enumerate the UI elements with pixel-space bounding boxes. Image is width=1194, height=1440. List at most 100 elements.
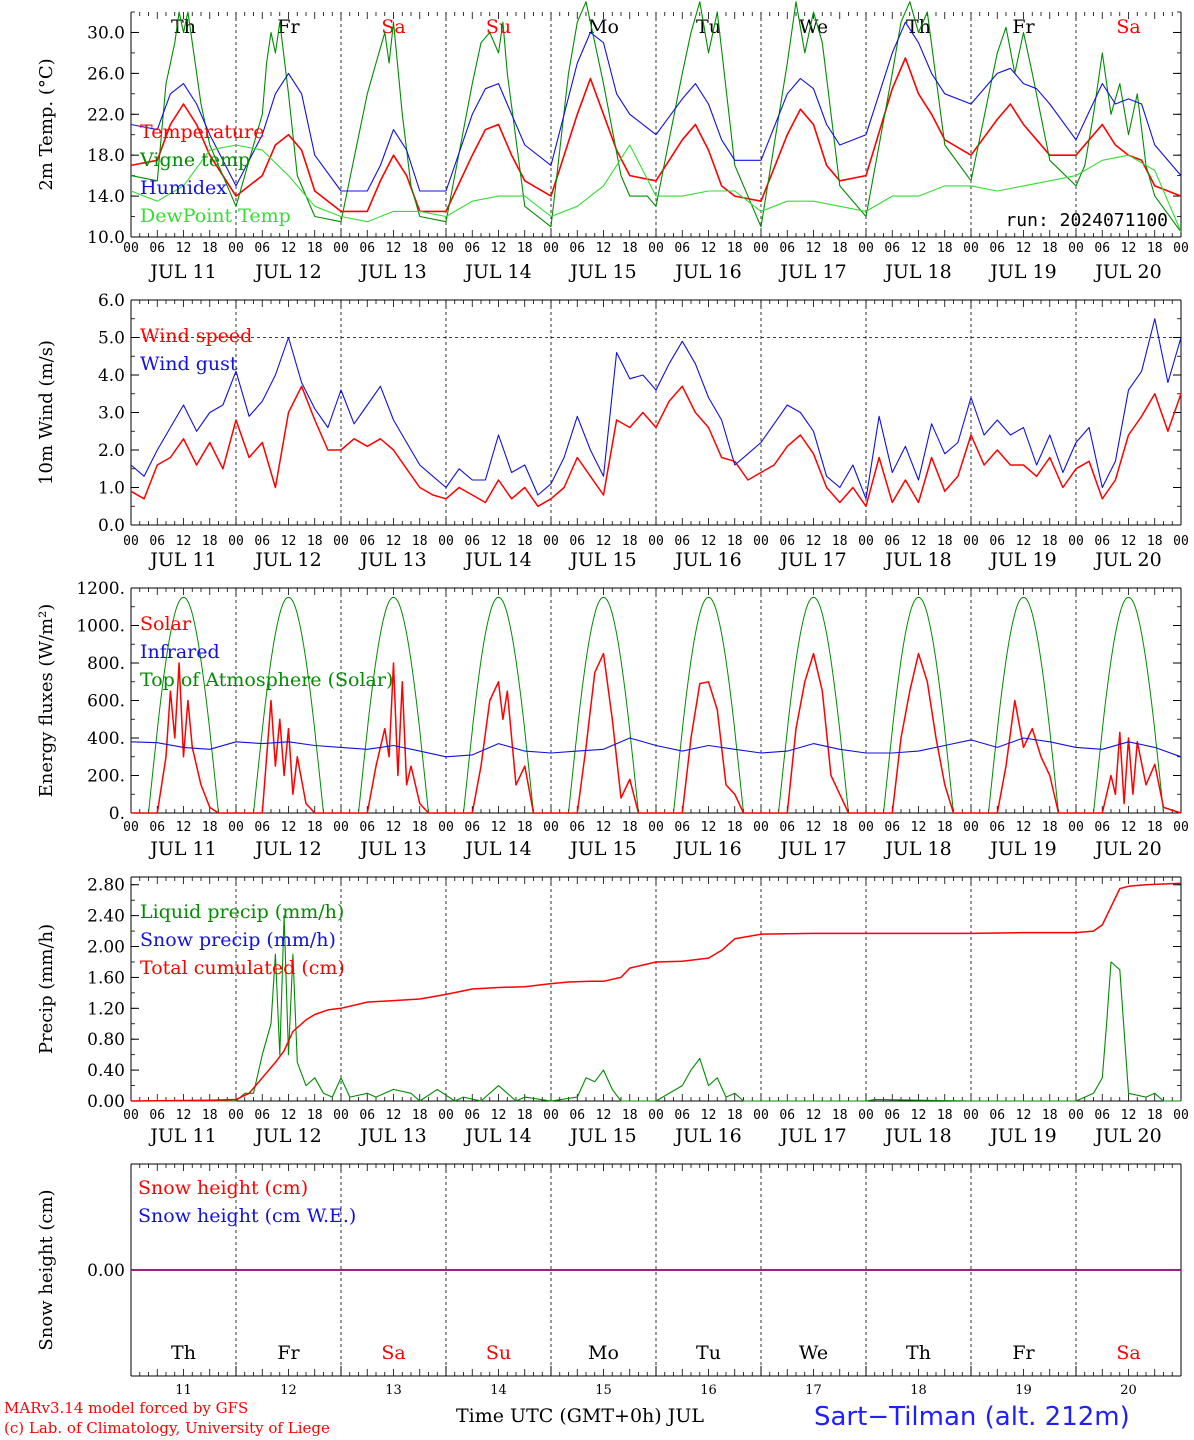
y-axis-title: Energy fluxes (W/m²) bbox=[36, 604, 57, 798]
x-hour-label: 00 bbox=[753, 1108, 769, 1123]
x-hour-label: 06 bbox=[254, 241, 270, 256]
x-hour-label: 00 bbox=[123, 241, 139, 256]
y-tick-label: 4.0 bbox=[98, 366, 125, 386]
series-solar bbox=[131, 652, 1182, 814]
x-hour-label: 18 bbox=[832, 820, 848, 835]
x-hour-label: 18 bbox=[1147, 820, 1163, 835]
x-date-label: JUL 18 bbox=[883, 838, 951, 860]
x-hour-label: 06 bbox=[1094, 1108, 1110, 1123]
x-date-label: JUL 20 bbox=[1093, 838, 1161, 860]
x-hour-label: 00 bbox=[228, 820, 244, 835]
legend-entry: DewPoint Temp bbox=[140, 205, 291, 227]
y-tick-label: 5.0 bbox=[98, 329, 125, 349]
x-hour-label: 12 bbox=[701, 820, 717, 835]
x-hour-label: 12 bbox=[701, 534, 717, 549]
x-hour-label: 18 bbox=[1042, 241, 1058, 256]
x-hour-label: 18 bbox=[307, 241, 323, 256]
x-hour-label: 18 bbox=[1042, 1108, 1058, 1123]
x-date-label: JUL 15 bbox=[568, 261, 636, 283]
x-hour-label: 12 bbox=[596, 534, 612, 549]
lab-credit: (c) Lab. of Climatology, University of L… bbox=[4, 1419, 330, 1437]
x-hour-label: 18 bbox=[202, 534, 218, 549]
x-hour-label: 12 bbox=[1121, 241, 1137, 256]
x-hour-label: 18 bbox=[412, 1108, 428, 1123]
x-hour-label: 18 bbox=[1147, 534, 1163, 549]
weekday-label: Mo bbox=[588, 1342, 619, 1364]
x-hour-label: 12 bbox=[281, 534, 297, 549]
weekday-label: Th bbox=[171, 16, 196, 38]
model-credit: MARv3.14 model forced by GFS bbox=[4, 1399, 249, 1417]
x-hour-label: 06 bbox=[884, 1108, 900, 1123]
x-hour-label: 12 bbox=[596, 820, 612, 835]
y-tick-label: 200. bbox=[87, 767, 125, 787]
x-date-label: JUL 11 bbox=[148, 838, 216, 860]
x-hour-label: 06 bbox=[674, 534, 690, 549]
x-hour-label: 06 bbox=[254, 534, 270, 549]
x-date-label: JUL 13 bbox=[358, 1125, 426, 1147]
weekday-label: Mo bbox=[588, 16, 619, 38]
series-top-of-atmosphere bbox=[1093, 596, 1164, 814]
x-hour-label: 12 bbox=[911, 1108, 927, 1123]
legend-entry: Temperature bbox=[140, 121, 264, 143]
x-hour-label: 00 bbox=[228, 241, 244, 256]
weekday-label: Su bbox=[486, 16, 511, 38]
x-hour-label: 06 bbox=[254, 1108, 270, 1123]
day-number-label: 17 bbox=[805, 1383, 822, 1398]
legend-entry: Liquid precip (mm/h) bbox=[140, 901, 344, 923]
x-hour-label: 06 bbox=[989, 241, 1005, 256]
x-date-label: JUL 16 bbox=[673, 1125, 741, 1147]
legend-entry: Snow height (cm) bbox=[138, 1177, 308, 1199]
x-hour-label: 06 bbox=[569, 241, 585, 256]
series-top-of-atmosphere bbox=[568, 596, 639, 814]
x-hour-label: 00 bbox=[333, 820, 349, 835]
series-top-of-atmosphere bbox=[253, 596, 324, 814]
time-axis-label: Time UTC (GMT+0h) JUL bbox=[456, 1405, 704, 1427]
x-date-label: JUL 17 bbox=[778, 549, 846, 571]
x-hour-label: 18 bbox=[937, 1108, 953, 1123]
weekday-label: Fr bbox=[1012, 1342, 1035, 1364]
x-hour-label: 12 bbox=[281, 820, 297, 835]
x-date-label: JUL 18 bbox=[883, 1125, 951, 1147]
x-hour-label: 18 bbox=[832, 1108, 848, 1123]
x-hour-label: 00 bbox=[753, 820, 769, 835]
day-number-label: 14 bbox=[490, 1383, 507, 1398]
x-hour-label: 00 bbox=[858, 241, 874, 256]
y-tick-label: 2.0 bbox=[98, 441, 125, 461]
x-date-label: JUL 16 bbox=[673, 549, 741, 571]
y-tick-label: 0.80 bbox=[87, 1030, 125, 1050]
x-hour-label: 06 bbox=[674, 1108, 690, 1123]
x-hour-label: 06 bbox=[989, 1108, 1005, 1123]
x-hour-label: 06 bbox=[674, 241, 690, 256]
x-hour-label: 06 bbox=[254, 820, 270, 835]
y-tick-label: 1.20 bbox=[87, 999, 125, 1019]
x-hour-label: 18 bbox=[937, 241, 953, 256]
x-hour-label: 12 bbox=[701, 1108, 717, 1123]
weekday-label: Th bbox=[906, 16, 931, 38]
x-hour-label: 18 bbox=[412, 534, 428, 549]
x-hour-label: 12 bbox=[176, 241, 192, 256]
x-hour-label: 00 bbox=[648, 820, 664, 835]
x-hour-label: 12 bbox=[386, 241, 402, 256]
x-date-label: JUL 14 bbox=[463, 549, 531, 571]
x-hour-label: 00 bbox=[963, 241, 979, 256]
weekday-label: Th bbox=[171, 1342, 196, 1364]
weekday-label: Sa bbox=[381, 1342, 405, 1364]
day-number-label: 11 bbox=[175, 1383, 192, 1398]
x-hour-label: 06 bbox=[1094, 534, 1110, 549]
x-hour-label: 06 bbox=[779, 534, 795, 549]
x-hour-label: 00 bbox=[1068, 534, 1084, 549]
x-hour-label: 00 bbox=[963, 820, 979, 835]
x-hour-label: 00 bbox=[333, 1108, 349, 1123]
legend-entry: Infrared bbox=[140, 641, 220, 663]
x-hour-label: 00 bbox=[753, 534, 769, 549]
x-hour-label: 06 bbox=[569, 534, 585, 549]
x-hour-label: 00 bbox=[1173, 1108, 1189, 1123]
x-hour-label: 06 bbox=[779, 241, 795, 256]
weekday-label: Sa bbox=[1116, 1342, 1140, 1364]
x-date-label: JUL 11 bbox=[148, 549, 216, 571]
x-hour-label: 12 bbox=[281, 241, 297, 256]
day-number-label: 15 bbox=[595, 1383, 612, 1398]
legend-entry: Vigne temp bbox=[139, 149, 250, 171]
day-number-label: 16 bbox=[700, 1383, 717, 1398]
x-date-label: JUL 20 bbox=[1093, 549, 1161, 571]
